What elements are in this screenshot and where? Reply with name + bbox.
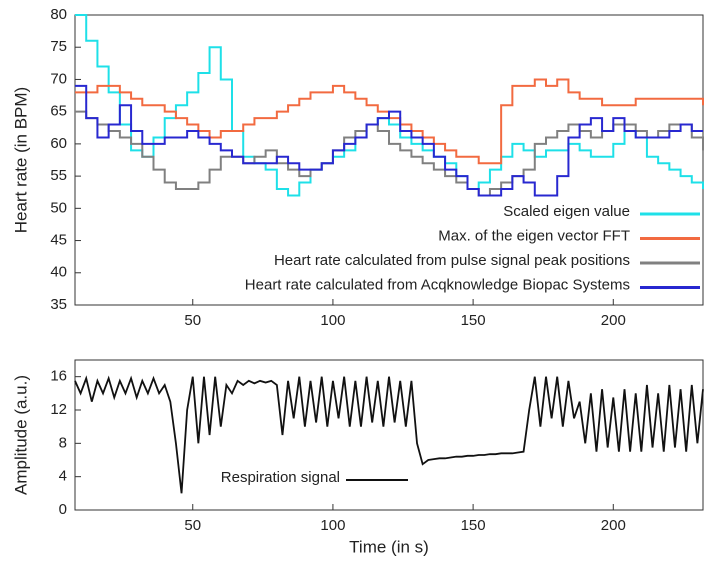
series-line [75, 110, 704, 197]
x-axis-label: Time (in s) [349, 537, 429, 556]
x-tick-label: 150 [461, 517, 486, 534]
legend-label: Heart rate calculated from pulse signal … [274, 252, 630, 269]
y-tick-label: 40 [50, 264, 67, 281]
plot-frame [74, 359, 704, 511]
x-tick-label: 100 [320, 312, 345, 329]
y-tick-label: 12 [50, 401, 67, 418]
x-tick-label: 200 [601, 312, 626, 329]
legend-label: Max. of the eigen vector FFT [438, 227, 630, 244]
y-tick-label: 4 [59, 468, 67, 485]
y-tick-label: 65 [50, 103, 67, 120]
x-tick-label: 100 [320, 517, 345, 534]
y-tick-label: 35 [50, 296, 67, 313]
y-tick-label: 50 [50, 199, 67, 216]
series-line [75, 84, 703, 197]
y-tick-label: 45 [50, 232, 67, 249]
y-tick-label: 80 [50, 6, 67, 23]
x-tick-label: 50 [184, 312, 201, 329]
y-axis-label: Heart rate (in BPM) [11, 87, 30, 233]
legend-label: Scaled eigen value [503, 203, 630, 220]
y-tick-label: 8 [59, 434, 67, 451]
x-tick-label: 200 [601, 517, 626, 534]
y-tick-label: 60 [50, 135, 67, 152]
y-tick-label: 16 [50, 368, 67, 385]
x-tick-label: 150 [461, 312, 486, 329]
legend-label: Respiration signal [221, 469, 340, 486]
y-tick-label: 55 [50, 167, 67, 184]
y-tick-label: 0 [59, 501, 67, 518]
series-line [75, 78, 704, 165]
plot-frame [74, 14, 704, 306]
series-line [74, 375, 704, 494]
y-tick-label: 70 [50, 70, 67, 87]
x-tick-label: 50 [184, 517, 201, 534]
legend-label: Heart rate calculated from Acqknowledge … [245, 276, 630, 293]
y-axis-label: Amplitude (a.u.) [11, 375, 30, 495]
y-tick-label: 75 [50, 38, 67, 55]
